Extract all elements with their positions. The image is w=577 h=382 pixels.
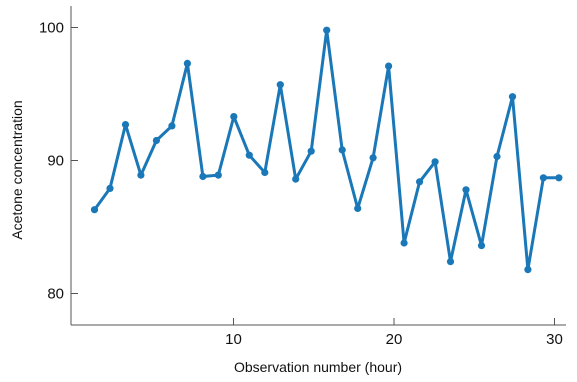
y-tick-label: 80 bbox=[47, 286, 64, 303]
axes bbox=[70, 6, 566, 326]
data-point bbox=[152, 136, 160, 145]
y-axis-title: Acetone concentration bbox=[9, 100, 25, 239]
data-point bbox=[524, 266, 532, 274]
data-point bbox=[354, 204, 362, 212]
data-point bbox=[245, 151, 253, 159]
data-point bbox=[106, 184, 114, 192]
y-tick-label: 100 bbox=[39, 20, 64, 37]
series-line bbox=[93, 28, 559, 272]
data-point bbox=[555, 174, 563, 182]
data-point bbox=[338, 146, 346, 154]
data-point bbox=[369, 154, 377, 162]
data-point bbox=[183, 59, 191, 67]
data-point bbox=[121, 121, 130, 129]
x-tick-label: 30 bbox=[546, 331, 563, 348]
data-point bbox=[323, 26, 331, 34]
x-axis-title: Observation number (hour) bbox=[234, 359, 402, 375]
data-point bbox=[431, 158, 439, 166]
plot-area bbox=[90, 26, 563, 274]
data-point bbox=[539, 174, 548, 182]
data-point bbox=[477, 242, 486, 250]
data-point bbox=[261, 168, 269, 177]
data-point bbox=[214, 171, 222, 179]
x-tick-label: 20 bbox=[386, 331, 403, 348]
data-point bbox=[199, 172, 207, 181]
data-point bbox=[168, 122, 176, 130]
data-point bbox=[90, 206, 99, 214]
y-tick-label: 90 bbox=[47, 153, 64, 170]
data-point bbox=[385, 62, 393, 70]
data-point bbox=[446, 258, 455, 266]
data-point bbox=[292, 175, 300, 183]
x-tick-label: 10 bbox=[225, 331, 242, 348]
data-point bbox=[400, 239, 408, 247]
data-point bbox=[493, 152, 501, 161]
data-point bbox=[462, 186, 470, 194]
data-point bbox=[230, 113, 238, 121]
ticks: 10 20 30 80 90 100 bbox=[39, 20, 563, 349]
data-point bbox=[276, 81, 284, 89]
data-point bbox=[137, 171, 145, 179]
data-point bbox=[416, 178, 424, 186]
data-point bbox=[508, 93, 517, 101]
data-point bbox=[307, 147, 315, 155]
